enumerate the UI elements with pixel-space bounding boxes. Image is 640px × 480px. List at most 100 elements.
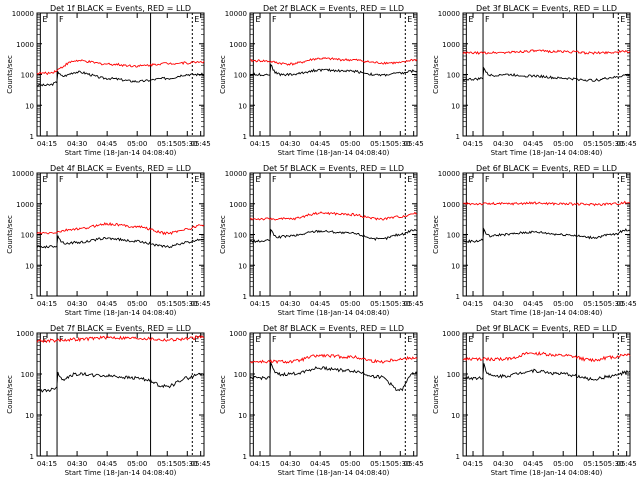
x-tick-label: 05:00 — [127, 460, 147, 468]
series-events-line — [462, 363, 631, 381]
x-tick-label: 04:30 — [280, 140, 300, 148]
panel-title: Det 9f BLACK = Events, RED = LLD — [476, 324, 617, 333]
x-tick-label: 05:30 — [177, 300, 197, 308]
x-tick-label: 05:30 — [177, 460, 197, 468]
y-tick-label: 100 — [447, 72, 460, 80]
y-tick-label: 1000 — [442, 330, 460, 338]
y-tick-label: 100 — [234, 371, 247, 379]
x-tick-label: 04:15 — [463, 460, 483, 468]
y-tick-label: 10 — [238, 262, 247, 270]
x-tick-label: 04:15 — [37, 300, 57, 308]
y-axis-title: Counts/sec — [219, 55, 227, 94]
series-events-line — [462, 66, 631, 82]
marker-label: F — [485, 335, 490, 344]
x-tick-label: 04:45 — [97, 140, 117, 148]
x-tick-label: 04:30 — [67, 300, 87, 308]
x-axis-title: Start Time (18-Jan-14 04:08:40) — [65, 149, 177, 157]
panel-title: Det 8f BLACK = Events, RED = LLD — [263, 324, 404, 333]
y-axis-title: Counts/sec — [219, 215, 227, 254]
y-axis-title: Counts/sec — [219, 375, 227, 414]
y-tick-label: 10 — [25, 262, 34, 270]
y-tick-label: 100 — [21, 232, 34, 240]
x-tick-label: 05:15 — [370, 140, 390, 148]
y-tick-label: 100 — [21, 72, 34, 80]
y-tick-label: 10 — [238, 412, 247, 420]
x-tick-label: 05:30 — [390, 140, 410, 148]
panel-title: Det 3f BLACK = Events, RED = LLD — [476, 4, 617, 13]
x-tick-label: 05:45 — [191, 300, 211, 308]
x-axis-title: Start Time (18-Jan-14 04:08:40) — [278, 149, 390, 157]
series-events-line — [249, 63, 418, 77]
x-axis-title: Start Time (18-Jan-14 04:08:40) — [491, 149, 603, 157]
marker-label: E — [620, 15, 625, 24]
y-tick-label: 10000 — [225, 170, 247, 178]
x-tick-label: 05:45 — [404, 300, 424, 308]
x-tick-label: 05:30 — [603, 140, 623, 148]
series-events-line — [249, 228, 418, 244]
panel-det-7: Det 7f BLACK = Events, RED = LLD 1 10 100 10… — [6, 324, 211, 477]
marker-label: F — [485, 175, 490, 184]
plot-frame — [462, 332, 631, 457]
x-tick-label: 04:15 — [250, 140, 270, 148]
x-tick-label: 05:00 — [553, 300, 573, 308]
x-tick-label: 05:30 — [390, 300, 410, 308]
plot-frame — [249, 12, 418, 137]
marker-label: E — [255, 15, 260, 24]
x-tick-label: 05:45 — [191, 460, 211, 468]
y-tick-label: 1 — [243, 293, 247, 301]
y-tick-label: 1 — [30, 293, 34, 301]
y-tick-label: 1000 — [229, 201, 247, 209]
plot-frame — [36, 332, 205, 457]
x-tick-label: 05:45 — [404, 460, 424, 468]
plot-frame — [249, 172, 418, 297]
x-axis-title: Start Time (18-Jan-14 04:08:40) — [491, 309, 603, 317]
x-tick-label: 05:15 — [157, 460, 177, 468]
y-tick-label: 100 — [21, 371, 34, 379]
y-tick-label: 10000 — [438, 10, 460, 18]
series-lld-line — [249, 57, 418, 66]
marker-label: E — [407, 175, 412, 184]
marker-label: E — [42, 15, 47, 24]
x-tick-label: 05:45 — [617, 140, 637, 148]
panel-det-9: Det 9f BLACK = Events, RED = LLD 1 10 100 10… — [432, 324, 637, 477]
series-events-line — [249, 361, 418, 392]
series-lld-line — [249, 353, 418, 365]
marker-label: E — [407, 15, 412, 24]
y-tick-label: 10 — [238, 102, 247, 110]
series-events-line — [462, 227, 631, 244]
x-axis-title: Start Time (18-Jan-14 04:08:40) — [278, 469, 390, 477]
plot-frame — [249, 332, 418, 457]
x-tick-label: 04:45 — [523, 300, 543, 308]
y-tick-label: 10 — [25, 412, 34, 420]
y-tick-label: 1000 — [16, 330, 34, 338]
y-axis-title: Counts/sec — [432, 215, 440, 254]
x-tick-label: 04:15 — [250, 460, 270, 468]
y-tick-label: 1000 — [229, 330, 247, 338]
panel-det-6: Det 6f BLACK = Events, RED = LLD 1 10 100 10… — [432, 164, 637, 317]
panel-title: Det 7f BLACK = Events, RED = LLD — [50, 324, 191, 333]
x-axis-title: Start Time (18-Jan-14 04:08:40) — [65, 469, 177, 477]
marker-label: F — [272, 15, 277, 24]
marker-label: E — [620, 175, 625, 184]
y-tick-label: 10000 — [438, 170, 460, 178]
y-tick-label: 10 — [451, 102, 460, 110]
x-tick-label: 04:45 — [97, 460, 117, 468]
x-tick-label: 05:00 — [340, 140, 360, 148]
y-tick-label: 1000 — [16, 41, 34, 49]
series-lld-line — [462, 49, 631, 55]
panel-det-8: Det 8f BLACK = Events, RED = LLD 1 10 100 10… — [219, 324, 424, 477]
plot-frame — [36, 12, 205, 137]
panel-det-3: Det 3f BLACK = Events, RED = LLD 1 10 100 10… — [432, 4, 637, 157]
marker-label: E — [255, 175, 260, 184]
series-lld-line — [36, 221, 205, 236]
y-tick-label: 1 — [456, 453, 460, 461]
panel-det-2: Det 2f BLACK = Events, RED = LLD 1 10 100 10… — [219, 4, 424, 157]
x-axis-title: Start Time (18-Jan-14 04:08:40) — [65, 309, 177, 317]
x-tick-label: 05:45 — [617, 300, 637, 308]
marker-label: E — [42, 335, 47, 344]
y-axis-title: Counts/sec — [6, 375, 14, 414]
y-tick-label: 10 — [451, 262, 460, 270]
series-lld-line — [462, 200, 631, 207]
x-tick-label: 05:30 — [603, 460, 623, 468]
x-tick-label: 05:15 — [370, 300, 390, 308]
